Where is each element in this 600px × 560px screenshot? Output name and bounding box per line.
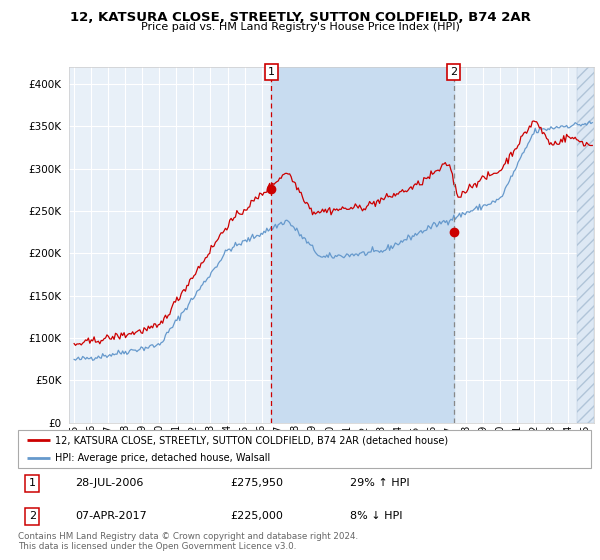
Text: 12, KATSURA CLOSE, STREETLY, SUTTON COLDFIELD, B74 2AR: 12, KATSURA CLOSE, STREETLY, SUTTON COLD… bbox=[70, 11, 530, 24]
Text: 1: 1 bbox=[29, 478, 36, 488]
Text: £225,000: £225,000 bbox=[230, 511, 283, 521]
Text: HPI: Average price, detached house, Walsall: HPI: Average price, detached house, Wals… bbox=[55, 453, 271, 463]
Text: 8% ↓ HPI: 8% ↓ HPI bbox=[350, 511, 403, 521]
FancyBboxPatch shape bbox=[18, 430, 591, 468]
Text: 2: 2 bbox=[29, 511, 36, 521]
Text: 28-JUL-2006: 28-JUL-2006 bbox=[76, 478, 143, 488]
Bar bbox=[577, 67, 594, 423]
Text: 07-APR-2017: 07-APR-2017 bbox=[76, 511, 147, 521]
Text: Price paid vs. HM Land Registry's House Price Index (HPI): Price paid vs. HM Land Registry's House … bbox=[140, 22, 460, 32]
Text: 29% ↑ HPI: 29% ↑ HPI bbox=[350, 478, 410, 488]
Text: Contains HM Land Registry data © Crown copyright and database right 2024.
This d: Contains HM Land Registry data © Crown c… bbox=[18, 532, 358, 552]
Text: 2: 2 bbox=[450, 67, 457, 77]
Text: 12, KATSURA CLOSE, STREETLY, SUTTON COLDFIELD, B74 2AR (detached house): 12, KATSURA CLOSE, STREETLY, SUTTON COLD… bbox=[55, 435, 448, 445]
Text: 1: 1 bbox=[268, 67, 275, 77]
Bar bbox=[271, 67, 454, 423]
Text: £275,950: £275,950 bbox=[230, 478, 283, 488]
